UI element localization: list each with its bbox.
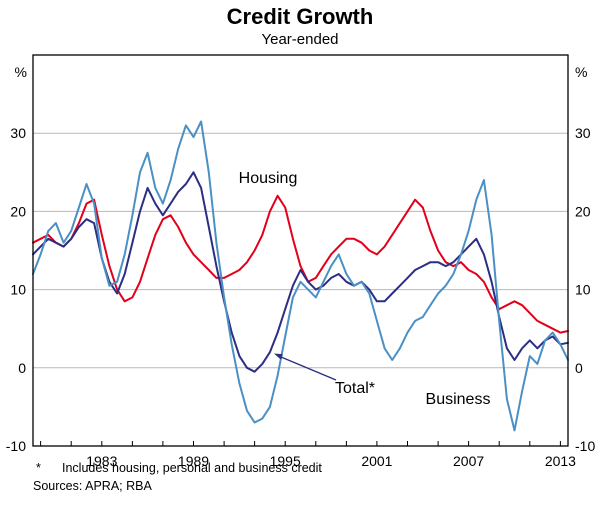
y-tick-label-right: 20 [575, 203, 591, 219]
y-axis-unit-left: % [15, 64, 27, 80]
series-line-business [32, 120, 569, 432]
x-tick-label: 1989 [178, 453, 209, 469]
series-label-business: Business [426, 391, 491, 408]
y-tick-label-right: 30 [575, 125, 591, 141]
x-tick-label: 2007 [453, 453, 484, 469]
footnote-text: Includes housing, personal and business … [62, 461, 322, 475]
x-tick-label: 1995 [270, 453, 301, 469]
chart-title: Credit Growth [227, 4, 374, 29]
sources-text: Sources: APRA; RBA [33, 479, 152, 493]
x-tick-label: 2001 [361, 453, 392, 469]
y-tick-label-right: -10 [575, 438, 595, 454]
y-tick-label-left: 0 [18, 360, 26, 376]
footnote-marker: * [36, 461, 41, 475]
y-tick-label-right: 10 [575, 282, 591, 298]
plot-area: -10 -10 0 0 10 10 20 20 30 30 1983 1989 1995 2001 2007… [6, 54, 595, 469]
series-label-housing: Housing [239, 170, 298, 187]
plot-border [32, 54, 569, 447]
total-label-arrowhead [274, 353, 283, 360]
y-tick-label-left: 30 [10, 125, 26, 141]
y-tick-label-left: 10 [10, 282, 26, 298]
y-tick-label-right: 0 [575, 360, 583, 376]
y-axis-unit-right: % [575, 64, 587, 80]
x-tick-label: 1983 [86, 453, 117, 469]
total-label-arrow [280, 356, 337, 381]
series-label-total: Total* [335, 380, 375, 397]
y-tick-label-left: 20 [10, 203, 26, 219]
y-tick-label-left: -10 [6, 438, 26, 454]
chart-subtitle: Year-ended [261, 31, 338, 48]
x-tick-label: 2013 [545, 453, 576, 469]
series-line-total [32, 171, 569, 373]
series-line-housing [32, 194, 569, 334]
